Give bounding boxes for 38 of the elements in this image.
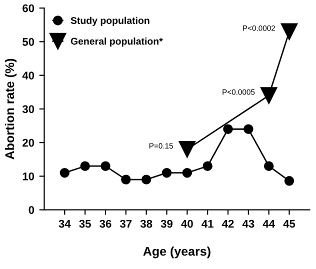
y-tick-label: 60 [22,4,34,12]
point [141,174,152,184]
point [202,161,212,171]
x-tick-label: 36 [100,220,112,228]
point [264,161,274,171]
y-tick-label: 20 [22,138,34,147]
legend-label: General population* [70,38,163,47]
point [284,176,294,186]
y-tick-label: 0 [28,206,34,214]
point [223,124,233,134]
point [280,23,298,40]
point [244,124,254,134]
point [80,161,90,171]
point [121,174,131,184]
y-tick-label: 30 [22,105,34,114]
x-tick-label: 34 [58,220,71,228]
point [162,168,172,178]
y-axis-title: Abortion rate (%) [4,58,17,160]
y-tick-label: 40 [22,72,34,80]
point [260,87,278,104]
x-tick-label: 42 [222,220,234,228]
point [60,168,70,178]
x-tick-label: 35 [79,220,91,228]
y-tick-label: 10 [22,172,34,180]
x-axis-title: Age (years) [143,246,210,258]
x-tick-label: 43 [242,220,254,228]
legend-label: Study population [70,16,150,26]
point [182,168,192,178]
point [178,140,196,158]
x-tick-label: 38 [140,220,152,228]
x-tick-label: 39 [160,220,173,228]
x-tick-label: 44 [262,220,275,228]
x-tick-label: 40 [181,220,193,228]
x-tick-label: 45 [283,220,296,228]
x-tick-label: 41 [202,220,214,228]
y-tick-label: 50 [22,38,34,46]
x-tick-label: 37 [120,220,132,228]
point [100,161,110,171]
